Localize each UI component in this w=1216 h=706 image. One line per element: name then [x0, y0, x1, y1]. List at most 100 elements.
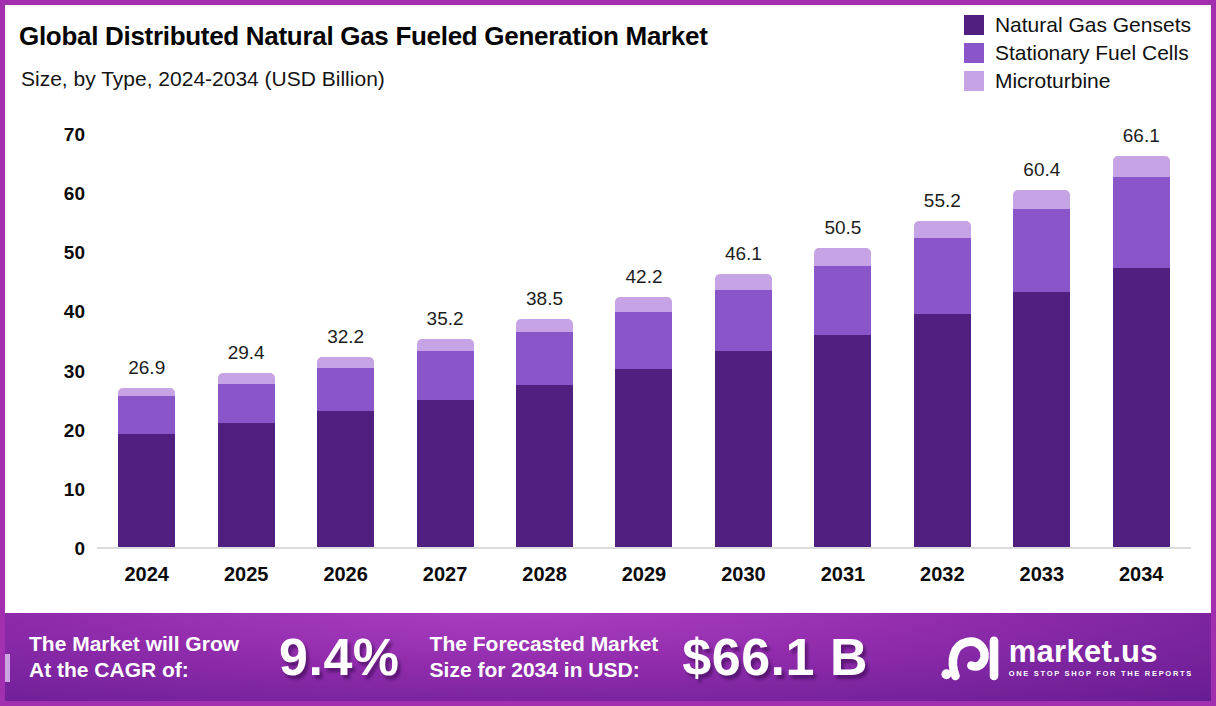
- brand-name: market.us: [1009, 637, 1193, 667]
- y-tick-60: 60: [33, 183, 85, 205]
- footer-banner: The Market will Grow At the CAGR of: 9.4…: [5, 613, 1211, 701]
- segment-2033-microturbine: [1013, 190, 1070, 210]
- segment-2030-microturbine: [715, 274, 772, 290]
- stacked-bar-plot: 26.9 29.4 32.2 35.2 38.5 42.2 46.1 50.5 55.2 60.4…: [97, 135, 1191, 549]
- legend-swatch: [964, 15, 984, 35]
- page-title: Global Distributed Natural Gas Fueled Ge…: [19, 21, 708, 52]
- segment-2028-stationary-fuel-cells: [516, 332, 573, 385]
- segment-2034-stationary-fuel-cells: [1113, 177, 1170, 268]
- cagr-value: 9.4%: [279, 627, 400, 687]
- x-label-2027: 2027: [395, 563, 494, 586]
- marketus-swirl-icon: [941, 632, 999, 682]
- brand-text: market.us ONE STOP SHOP FOR THE REPORTS: [1009, 637, 1193, 678]
- bar-slot-2031: 50.5: [793, 135, 892, 547]
- segment-2032-stationary-fuel-cells: [914, 238, 971, 314]
- chart-legend: Natural Gas Gensets Stationary Fuel Cells…: [964, 13, 1191, 93]
- bar-slot-2024: 26.9: [97, 135, 196, 547]
- bar-value-label-2031: 50.5: [824, 217, 861, 239]
- cagr-label: The Market will Grow At the CAGR of:: [29, 631, 239, 683]
- bar-2025: [218, 373, 275, 547]
- bar-value-label-2025: 29.4: [228, 342, 265, 364]
- bar-2034: [1113, 156, 1170, 547]
- x-label-2030: 2030: [694, 563, 793, 586]
- legend-label: Stationary Fuel Cells: [995, 41, 1189, 65]
- segment-2027-stationary-fuel-cells: [417, 351, 474, 399]
- bar-2031: [814, 248, 871, 547]
- segment-2025-natural-gas-gensets: [218, 423, 275, 547]
- bar-2027: [417, 339, 474, 547]
- brand-logo: market.us ONE STOP SHOP FOR THE REPORTS: [941, 632, 1193, 682]
- segment-2026-stationary-fuel-cells: [317, 368, 374, 411]
- y-tick-20: 20: [33, 420, 85, 442]
- segment-2029-natural-gas-gensets: [615, 369, 672, 547]
- x-label-2034: 2034: [1092, 563, 1191, 586]
- bar-slot-2033: 60.4: [992, 135, 1091, 547]
- segment-2031-microturbine: [814, 248, 871, 266]
- x-label-2029: 2029: [594, 563, 693, 586]
- segment-2033-stationary-fuel-cells: [1013, 209, 1070, 291]
- bar-value-label-2028: 38.5: [526, 288, 563, 310]
- cagr-label-line1: The Market will Grow: [29, 631, 239, 657]
- forecast-label-line2: Size for 2034 in USD:: [430, 657, 659, 683]
- bar-slot-2025: 29.4: [196, 135, 295, 547]
- bar-2028: [516, 319, 573, 547]
- segment-2033-natural-gas-gensets: [1013, 292, 1070, 547]
- legend-item-0: Natural Gas Gensets: [964, 13, 1191, 37]
- segment-2034-natural-gas-gensets: [1113, 268, 1170, 547]
- segment-2025-microturbine: [218, 373, 275, 384]
- y-tick-50: 50: [33, 242, 85, 264]
- bar-value-label-2027: 35.2: [427, 308, 464, 330]
- x-label-2031: 2031: [793, 563, 892, 586]
- forecast-label: The Forecasted Market Size for 2034 in U…: [430, 631, 659, 683]
- bar-slot-2027: 35.2: [395, 135, 494, 547]
- bar-slot-2026: 32.2: [296, 135, 395, 547]
- page-subtitle: Size, by Type, 2024-2034 (USD Billion): [21, 67, 385, 91]
- segment-2029-microturbine: [615, 297, 672, 311]
- bar-value-label-2032: 55.2: [924, 190, 961, 212]
- left-edge-notch: [5, 654, 10, 682]
- bar-slot-2034: 66.1: [1092, 135, 1191, 547]
- bar-slot-2028: 38.5: [495, 135, 594, 547]
- bar-slot-2029: 42.2: [594, 135, 693, 547]
- legend-item-1: Stationary Fuel Cells: [964, 41, 1191, 65]
- legend-swatch: [964, 43, 984, 63]
- segment-2031-stationary-fuel-cells: [814, 266, 871, 335]
- bar-2033: [1013, 190, 1070, 547]
- bar-2026: [317, 357, 374, 547]
- y-axis: 010203040506070: [33, 135, 85, 549]
- y-tick-40: 40: [33, 301, 85, 323]
- segment-2029-stationary-fuel-cells: [615, 312, 672, 369]
- segment-2027-natural-gas-gensets: [417, 400, 474, 547]
- segment-2030-natural-gas-gensets: [715, 351, 772, 547]
- bar-2029: [615, 297, 672, 547]
- legend-label: Natural Gas Gensets: [995, 13, 1191, 37]
- segment-2026-microturbine: [317, 357, 374, 369]
- bar-value-label-2026: 32.2: [327, 326, 364, 348]
- segment-2024-natural-gas-gensets: [118, 434, 175, 547]
- y-tick-10: 10: [33, 479, 85, 501]
- legend-swatch: [964, 71, 984, 91]
- segment-2032-microturbine: [914, 221, 971, 239]
- bar-2030: [715, 274, 772, 547]
- y-tick-0: 0: [33, 538, 85, 560]
- bar-value-label-2033: 60.4: [1023, 159, 1060, 181]
- bar-value-label-2030: 46.1: [725, 243, 762, 265]
- legend-item-2: Microturbine: [964, 69, 1191, 93]
- x-label-2033: 2033: [992, 563, 1091, 586]
- forecast-value: $66.1 B: [682, 627, 868, 687]
- x-label-2032: 2032: [893, 563, 992, 586]
- segment-2025-stationary-fuel-cells: [218, 384, 275, 423]
- segment-2031-natural-gas-gensets: [814, 335, 871, 547]
- segment-2032-natural-gas-gensets: [914, 314, 971, 547]
- infographic-frame: Global Distributed Natural Gas Fueled Ge…: [0, 0, 1216, 706]
- x-label-2025: 2025: [196, 563, 295, 586]
- segment-2028-microturbine: [516, 319, 573, 331]
- brand-tagline: ONE STOP SHOP FOR THE REPORTS: [1009, 669, 1193, 678]
- bar-2024: [118, 388, 175, 547]
- bar-slot-2032: 55.2: [893, 135, 992, 547]
- forecast-label-line1: The Forecasted Market: [430, 631, 659, 657]
- x-axis: 2024202520262027202820292030203120322033…: [97, 563, 1191, 586]
- segment-2024-microturbine: [118, 388, 175, 396]
- bar-2032: [914, 221, 971, 547]
- segment-2028-natural-gas-gensets: [516, 385, 573, 547]
